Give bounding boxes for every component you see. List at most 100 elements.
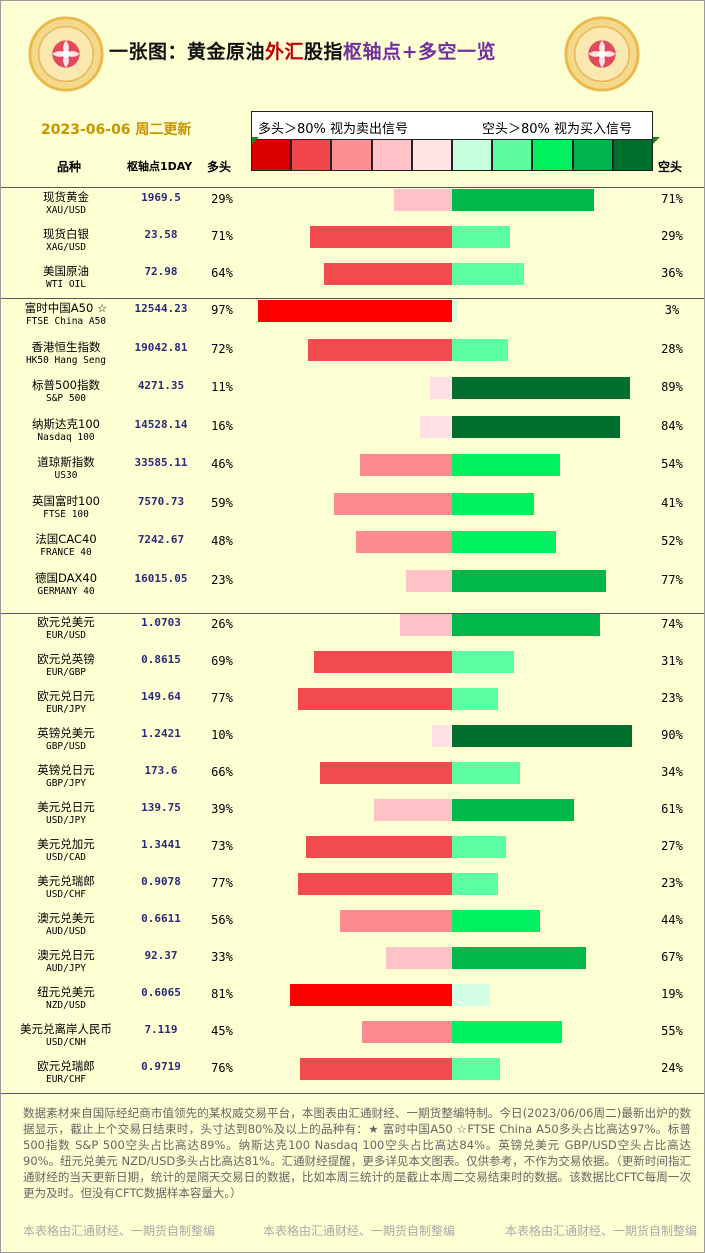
pivot-value: 72.98 <box>144 265 178 278</box>
instrument-name-en: S&P 500 <box>45 393 87 404</box>
instrument-name-en: Nasdaq 100 <box>37 431 95 443</box>
long-bar <box>290 984 452 1006</box>
short-pct-label: 27% <box>661 839 683 853</box>
short-pct-label: 44% <box>661 913 683 927</box>
instrument-name-en: EUR/GBP <box>45 667 87 678</box>
update-date: 2023-06-06 周二更新 <box>41 122 192 138</box>
short-bar <box>452 873 498 895</box>
instrument-name-en: XAG/USD <box>45 242 87 253</box>
legend-swatch <box>291 139 332 171</box>
instrument-name-en: FTSE 100 <box>43 508 89 520</box>
instrument-name-en: USD/CAD <box>45 852 87 863</box>
long-pct-label: 69% <box>211 654 233 668</box>
title-part: 枢轴点 <box>343 41 402 63</box>
instrument-name-cn: 欧元兑瑞郎 <box>37 1059 95 1073</box>
instrument-name-cn: 澳元兑美元 <box>37 911 95 925</box>
instrument-name-en: USD/JPY <box>45 815 87 826</box>
long-bar <box>340 910 452 932</box>
short-pct-label: 61% <box>661 802 683 816</box>
legend-box: 多头＞80% 视为卖出信号 空头＞80% 视为买入信号 <box>251 111 653 141</box>
divider <box>1 613 704 614</box>
short-bar <box>452 300 458 322</box>
instrument-name-en: NZD/USD <box>45 1000 87 1011</box>
long-pct-label: 11% <box>211 380 233 394</box>
short-pct-label: 29% <box>661 229 683 243</box>
row-instrument: 欧元兑日元 EUR/JPY <box>17 689 115 717</box>
short-pct-label: 84% <box>661 418 683 433</box>
long-pct-label: 76% <box>211 1061 233 1075</box>
long-pct-label: 10% <box>211 728 233 742</box>
long-bar <box>308 338 452 361</box>
long-bar <box>300 1058 452 1080</box>
pivot-value: 16015.05 <box>134 571 188 585</box>
long-pct-label: 39% <box>211 802 233 816</box>
pivot-value: 0.6065 <box>141 986 181 999</box>
short-pct-label: 28% <box>661 341 683 356</box>
legend-swatch <box>572 139 613 171</box>
instrument-name-cn: 现货白银 <box>43 227 89 241</box>
pivot-value: 12544.23 <box>134 302 188 315</box>
pivot-value: 19042.81 <box>134 340 188 354</box>
pivot-value: 14528.14 <box>134 417 188 431</box>
short-bar <box>452 688 498 710</box>
instrument-name-cn: 英国富时100 <box>32 493 100 508</box>
row-instrument: 欧元兑瑞郎 EUR/CHF <box>17 1059 115 1087</box>
title-part: +多空一览 <box>401 41 496 63</box>
footnote: 数据素材来自国际经纪商市值领先的某权威交易平台，本图表由汇通财经、一期货整编特制… <box>23 1106 691 1200</box>
divider <box>1 298 704 299</box>
short-pct-label: 71% <box>661 192 683 206</box>
row-instrument: 英镑兑日元 GBP/JPY <box>17 763 115 791</box>
row-instrument: 美元兑瑞郎 USD/CHF <box>17 874 115 902</box>
pivot-value: 23.58 <box>144 228 178 241</box>
legend-marker-icon <box>653 137 660 144</box>
short-pct-label: 89% <box>661 380 683 394</box>
instrument-name-cn: 美元兑加元 <box>37 837 95 851</box>
long-bar <box>394 189 452 211</box>
short-bar <box>452 226 510 248</box>
instrument-name-en: EUR/JPY <box>45 704 87 715</box>
long-pct-label: 45% <box>211 1024 233 1038</box>
long-bar <box>432 725 452 747</box>
col-header-long: 多头 <box>207 160 232 174</box>
short-pct-label: 77% <box>661 572 683 587</box>
divider <box>1 187 704 188</box>
long-bar <box>362 1021 452 1043</box>
row-instrument: 欧元兑英镑 EUR/GBP <box>17 652 115 680</box>
pivot-value: 4271.35 <box>137 379 185 392</box>
long-pct-label: 26% <box>211 617 233 631</box>
pivot-value: 0.8615 <box>141 653 181 666</box>
short-bar <box>452 377 630 399</box>
pivot-value: 173.6 <box>144 764 178 777</box>
short-bar <box>452 947 586 969</box>
row-instrument: 现货黄金 XAU/USD <box>17 190 115 218</box>
short-bar <box>452 984 490 1006</box>
long-pct-label: 66% <box>211 765 233 779</box>
short-pct-label: 36% <box>661 266 683 280</box>
instrument-name-cn: 美元兑离岸人民币 <box>20 1022 112 1036</box>
short-bar <box>452 454 560 476</box>
long-bar <box>306 836 452 858</box>
row-instrument: 美元兑加元 USD/CAD <box>17 837 115 865</box>
short-pct-label: 3% <box>664 303 680 317</box>
short-pct-label: 23% <box>661 876 683 890</box>
row-instrument: 英镑兑美元 GBP/USD <box>17 726 115 754</box>
instrument-name-cn: 德国DAX40 <box>34 570 98 585</box>
short-bar <box>452 531 556 553</box>
instrument-name-cn: 美元兑瑞郎 <box>37 874 95 888</box>
long-pct-label: 29% <box>211 192 233 206</box>
long-pct-label: 16% <box>211 418 233 433</box>
legend-swatch <box>251 139 292 171</box>
row-instrument: 纽元兑美元 NZD/USD <box>17 985 115 1013</box>
pivot-value: 0.9078 <box>141 875 181 888</box>
long-bar <box>420 415 452 438</box>
emblem-right-icon <box>564 16 640 92</box>
long-bar <box>374 799 452 821</box>
pivot-value: 139.75 <box>141 801 181 814</box>
short-pct-label: 54% <box>661 457 683 471</box>
instrument-name-cn: 纽元兑美元 <box>37 985 95 999</box>
instrument-name-en: GERMANY 40 <box>37 585 95 597</box>
short-bar <box>452 569 606 592</box>
instrument-name-en: WTI OIL <box>45 279 87 290</box>
long-bar <box>314 651 452 673</box>
row-instrument: 欧元兑美元 EUR/USD <box>17 615 115 643</box>
